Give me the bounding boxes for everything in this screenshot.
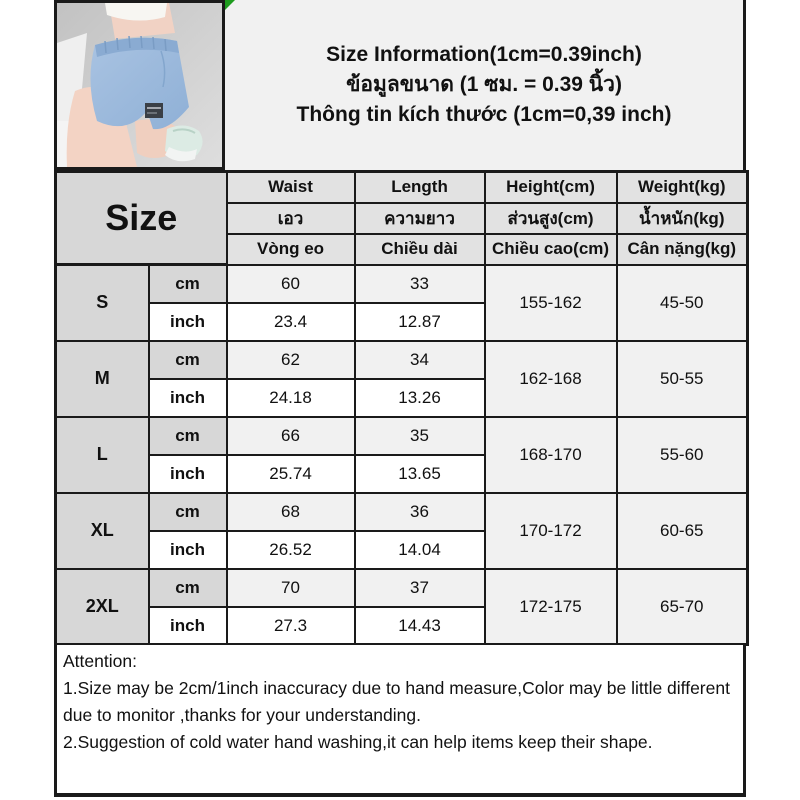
product-photo: [54, 0, 225, 170]
size-cell: L: [54, 415, 150, 494]
col-header-length-th: ความยาว: [353, 201, 486, 235]
waist-cm-value: 62: [225, 339, 356, 380]
product-photo-illustration: [57, 3, 222, 167]
col-header-length-en: Length: [353, 170, 486, 204]
height-range-value: 162-168: [483, 339, 618, 418]
title-thai: ข้อมูลขนาด (1 ซม. = 0.39 นิ้ว): [346, 73, 622, 96]
unit-cm-label: cm: [147, 415, 228, 456]
col-header-height-th: ส่วนสูง(cm): [483, 201, 618, 235]
size-cell: XL: [54, 491, 150, 570]
unit-inch-label: inch: [147, 453, 228, 494]
col-header-weight-vi: Cân nặng(kg): [615, 232, 750, 266]
waist-cm-value: 66: [225, 415, 356, 456]
title-vietnamese: Thông tin kích thước (1cm=0,39 inch): [296, 103, 672, 126]
waist-inch-value: 24.18: [225, 377, 356, 418]
waist-inch-value: 26.52: [225, 529, 356, 570]
height-range-value: 170-172: [483, 491, 618, 570]
col-header-waist-th: เอว: [225, 201, 356, 235]
col-header-height-vi: Chiều cao(cm): [483, 232, 618, 266]
waist-cm-value: 70: [225, 567, 356, 608]
weight-range-value: 55-60: [615, 415, 750, 494]
attention-note-1: 1.Size may be 2cm/1inch inaccuracy due t…: [63, 678, 730, 725]
unit-inch-label: inch: [147, 605, 228, 646]
unit-cm-label: cm: [147, 339, 228, 380]
weight-range-value: 45-50: [615, 263, 750, 342]
unit-inch-label: inch: [147, 529, 228, 570]
attention-heading: Attention:: [63, 651, 137, 671]
unit-inch-label: inch: [147, 301, 228, 342]
size-cell: S: [54, 263, 150, 342]
waist-inch-value: 23.4: [225, 301, 356, 342]
height-range-value: 155-162: [483, 263, 618, 342]
unit-cm-label: cm: [147, 263, 228, 304]
height-range-value: 172-175: [483, 567, 618, 646]
attention-note-2: 2.Suggestion of cold water hand washing,…: [63, 732, 653, 752]
unit-inch-label: inch: [147, 377, 228, 418]
unit-cm-label: cm: [147, 567, 228, 608]
col-header-waist-vi: Vòng eo: [225, 232, 356, 266]
length-cm-value: 35: [353, 415, 486, 456]
length-cm-value: 36: [353, 491, 486, 532]
length-inch-value: 13.26: [353, 377, 486, 418]
length-inch-value: 14.04: [353, 529, 486, 570]
col-header-weight-th: น้ำหนัก(kg): [615, 201, 750, 235]
col-header-waist-en: Waist: [225, 170, 356, 204]
length-inch-value: 12.87: [353, 301, 486, 342]
length-cm-value: 34: [353, 339, 486, 380]
unit-cm-label: cm: [147, 491, 228, 532]
size-cell: M: [54, 339, 150, 418]
green-corner-flag-icon: [225, 0, 235, 10]
title-english: Size Information(1cm=0.39inch): [326, 43, 642, 66]
col-header-height-en: Height(cm): [483, 170, 618, 204]
weight-range-value: 50-55: [615, 339, 750, 418]
waist-cm-value: 60: [225, 263, 356, 304]
weight-range-value: 60-65: [615, 491, 750, 570]
size-header: Size: [53, 170, 228, 266]
waist-inch-value: 27.3: [225, 605, 356, 646]
size-table: Size Waist Length Height(cm) Weight(kg) …: [53, 170, 750, 646]
length-cm-value: 37: [353, 567, 486, 608]
attention-notes: Attention: 1.Size may be 2cm/1inch inacc…: [54, 643, 746, 797]
waist-cm-value: 68: [225, 491, 356, 532]
size-cell: 2XL: [54, 567, 150, 646]
weight-range-value: 65-70: [615, 567, 750, 646]
size-info-title-block: Size Information(1cm=0.39inch) ข้อมูลขนา…: [225, 0, 746, 170]
length-cm-value: 33: [353, 263, 486, 304]
length-inch-value: 14.43: [353, 605, 486, 646]
col-header-weight-en: Weight(kg): [615, 170, 750, 204]
height-range-value: 168-170: [483, 415, 618, 494]
length-inch-value: 13.65: [353, 453, 486, 494]
waist-inch-value: 25.74: [225, 453, 356, 494]
col-header-length-vi: Chiều dài: [353, 232, 486, 266]
